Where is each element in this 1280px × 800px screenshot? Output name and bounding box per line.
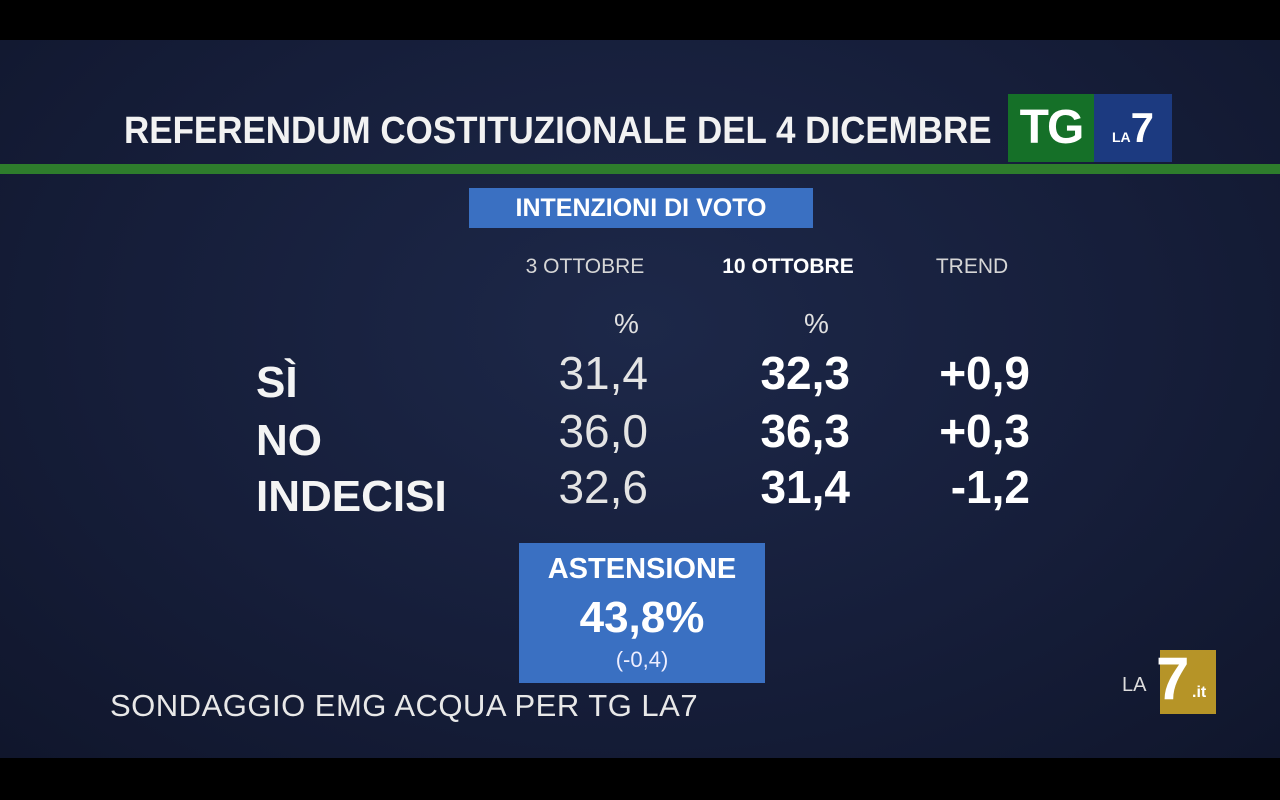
value-si-10-ottobre: 32,3 — [760, 347, 850, 399]
row-label-no: NO — [256, 416, 322, 465]
value-no-10-ottobre: 36,3 — [760, 405, 850, 457]
corner-logo-it: .it — [1192, 684, 1207, 701]
abstention-label: ASTENSIONE — [547, 553, 737, 585]
column-header-10-ottobre: 10 OTTOBRE — [722, 255, 854, 278]
abstention-value: 43,8% — [579, 593, 705, 642]
column-header-trend: TREND — [935, 255, 1009, 278]
la7-corner-logo: LA 7 .it — [1122, 645, 1222, 714]
corner-logo-la: LA — [1122, 674, 1147, 696]
value-no-trend: +0,3 — [939, 405, 1030, 457]
value-indecisi-3-ottobre: 32,6 — [558, 461, 648, 513]
broadcast-frame: REFERENDUM COSTITUZIONALE DEL 4 DICEMBRE… — [0, 40, 1280, 758]
tg-la7-logo: TG LA7 — [1008, 94, 1172, 162]
row-label-si: SÌ — [256, 358, 298, 407]
unit-label-col1: % — [614, 308, 639, 339]
logo-box-shape — [1160, 650, 1216, 714]
page-title: REFERENDUM COSTITUZIONALE DEL 4 DICEMBRE — [124, 110, 992, 152]
logo-la-text: LA — [1111, 129, 1131, 145]
logo-tg: TG — [1008, 94, 1094, 162]
abstention-delta: (-0,4) — [615, 647, 669, 672]
logo-la7: LA7 — [1094, 94, 1172, 162]
value-indecisi-trend: -1,2 — [950, 461, 1030, 513]
value-si-3-ottobre: 31,4 — [558, 347, 648, 399]
abstention-box: ASTENSIONE 43,8% (-0,4) — [519, 543, 765, 683]
logo-seven-text: 7 — [1130, 104, 1155, 151]
unit-label-col2: % — [804, 308, 829, 339]
value-no-3-ottobre: 36,0 — [558, 405, 648, 457]
section-subtitle: INTENZIONI DI VOTO — [469, 188, 813, 228]
column-header-3-ottobre: 3 OTTOBRE — [525, 255, 645, 278]
row-label-indecisi: INDECISI — [256, 472, 447, 521]
value-indecisi-10-ottobre: 31,4 — [760, 461, 850, 513]
value-si-trend: +0,9 — [939, 347, 1030, 399]
source-caption: SONDAGGIO EMG ACQUA PER TG LA7 — [110, 688, 699, 723]
header-divider — [0, 164, 1280, 174]
corner-logo-seven: 7 — [1156, 645, 1190, 712]
